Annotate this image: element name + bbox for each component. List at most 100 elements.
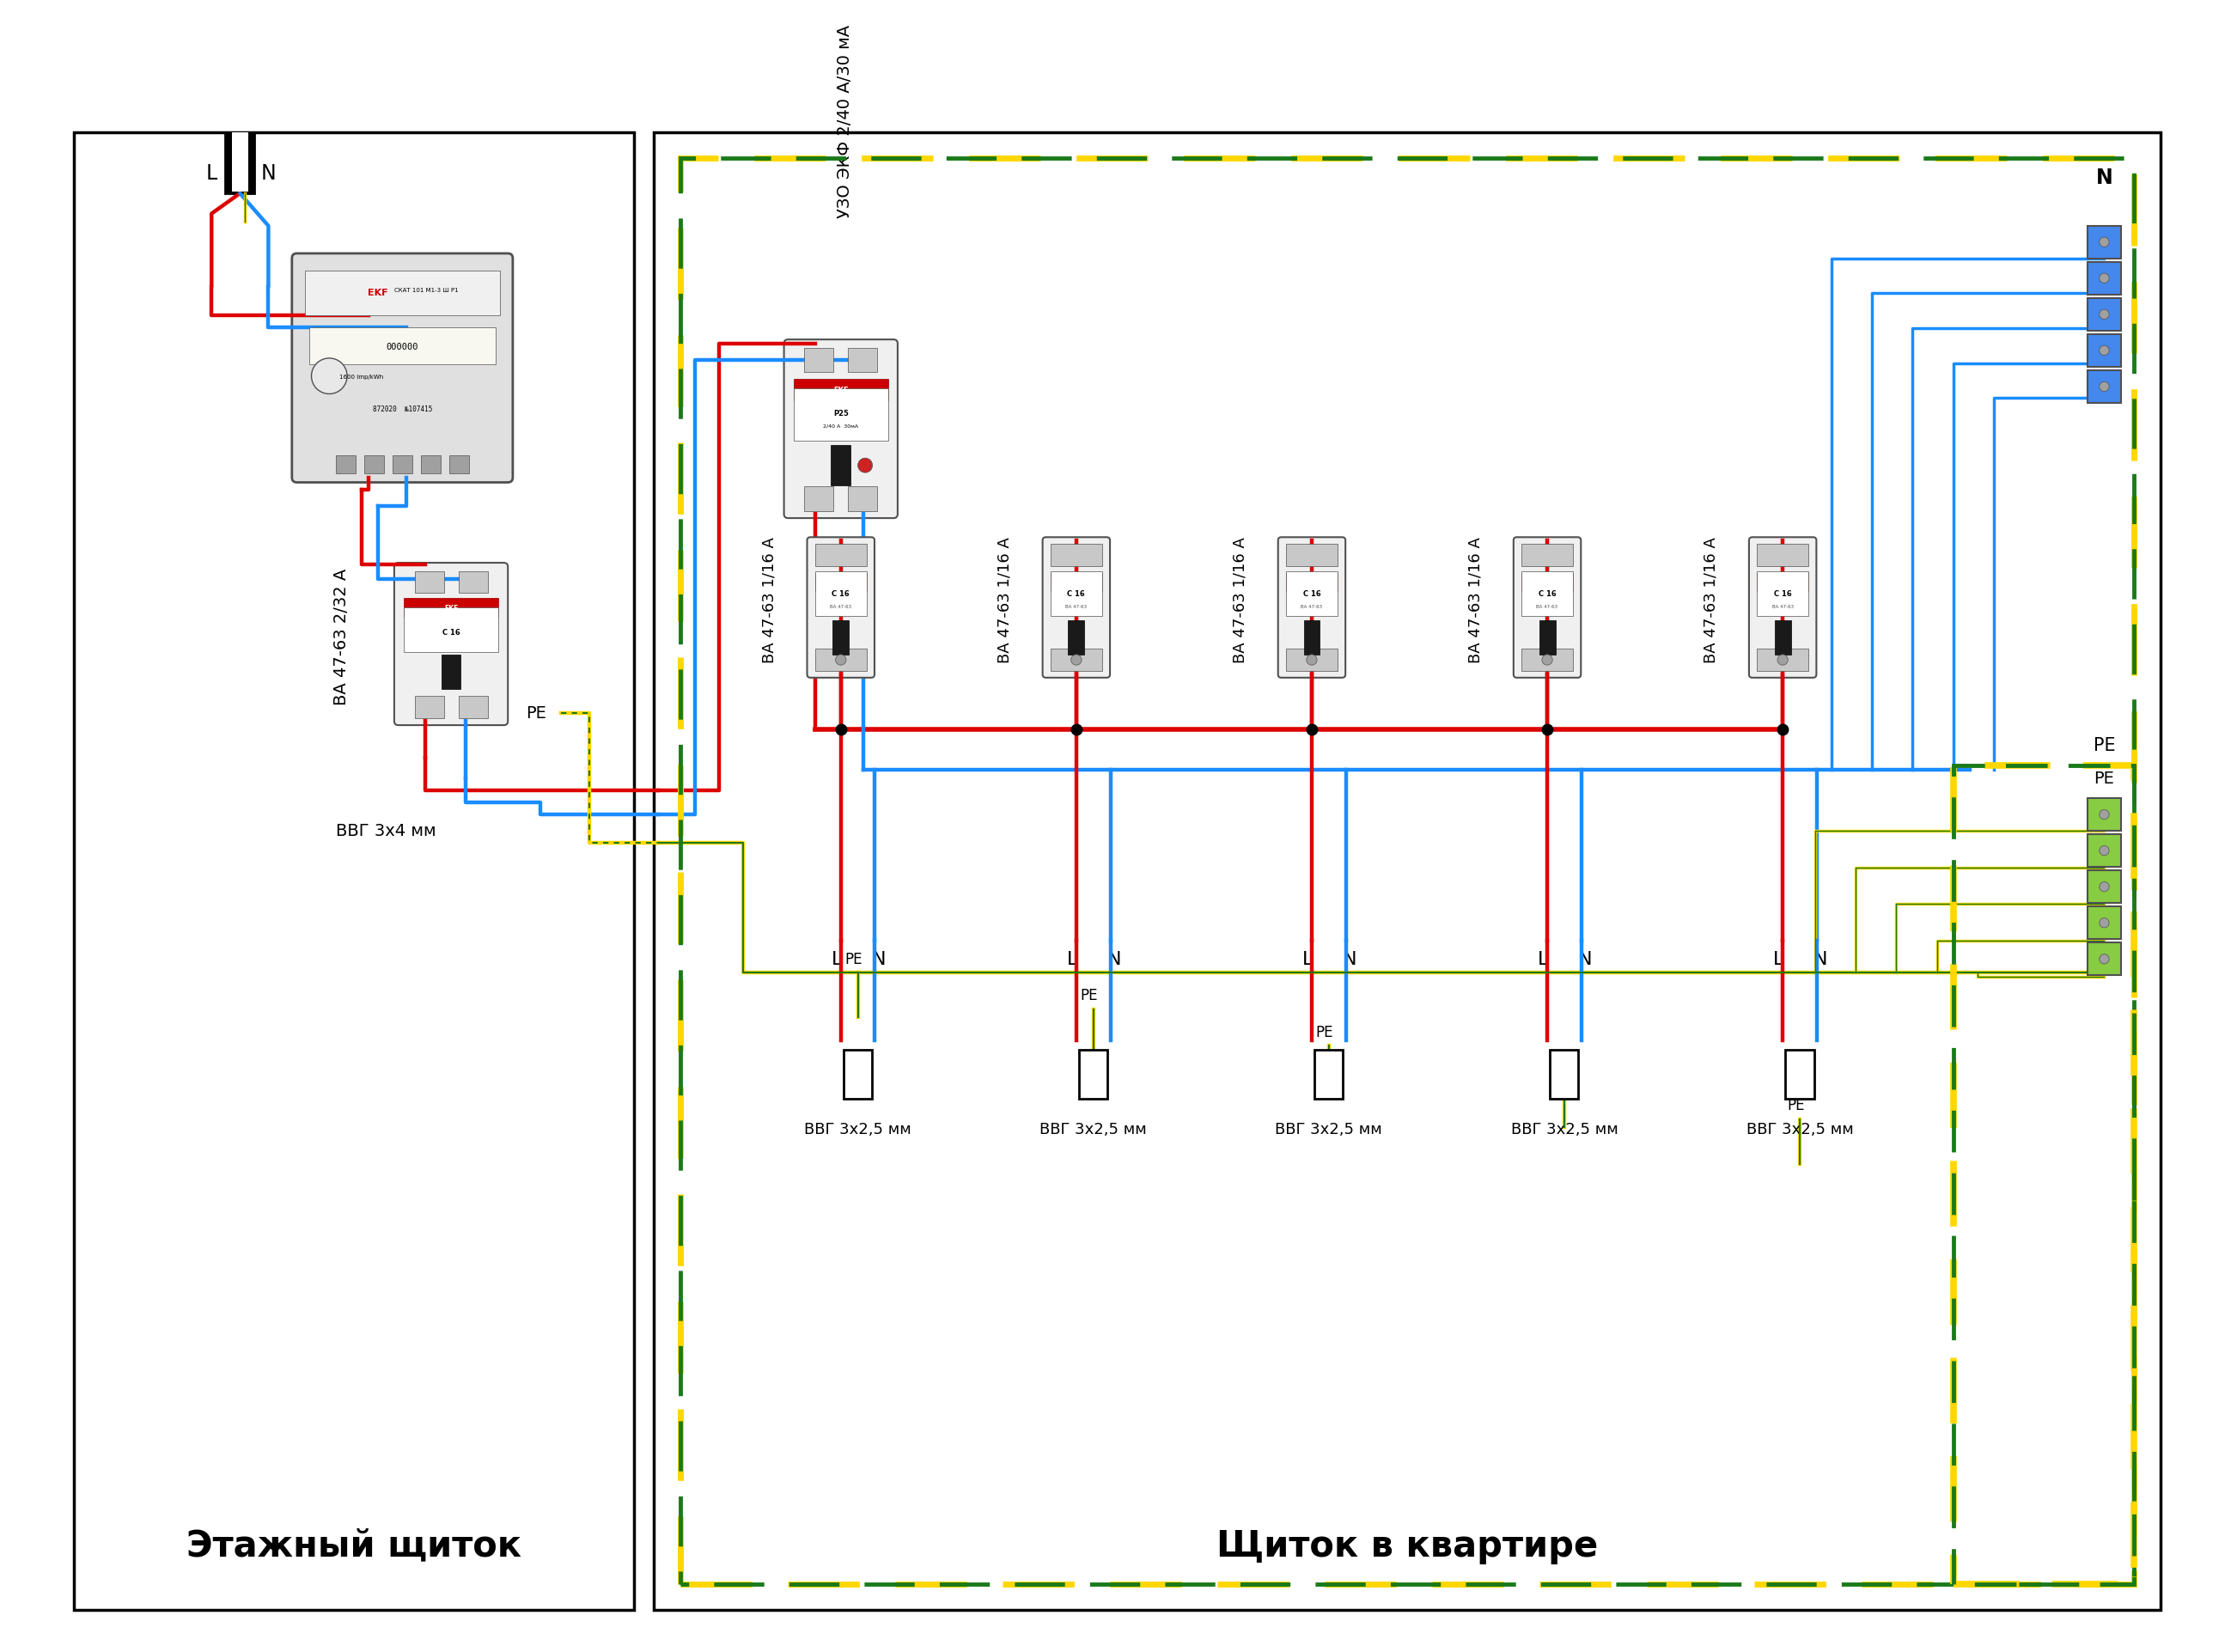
Text: 872020  №107415: 872020 №107415 xyxy=(374,405,432,413)
Text: L: L xyxy=(1537,950,1548,968)
Text: L: L xyxy=(206,164,217,183)
Bar xyxy=(336,456,356,474)
Text: PE: PE xyxy=(846,952,863,966)
Bar xyxy=(805,487,834,512)
Circle shape xyxy=(857,459,872,472)
Bar xyxy=(1521,544,1573,567)
Text: ВА 47-63: ВА 47-63 xyxy=(1302,605,1322,608)
Bar xyxy=(1286,649,1338,672)
Bar xyxy=(2087,299,2121,330)
Text: Щиток в квартире: Щиток в квартире xyxy=(1217,1526,1597,1563)
Text: L: L xyxy=(832,950,841,968)
Text: N: N xyxy=(1107,950,1121,968)
Bar xyxy=(414,697,443,719)
Text: 000000: 000000 xyxy=(387,342,418,350)
Circle shape xyxy=(837,656,846,666)
Bar xyxy=(1774,621,1792,656)
Text: C 16: C 16 xyxy=(1774,590,1792,598)
Text: L: L xyxy=(1302,950,1313,968)
Text: EKF: EKF xyxy=(443,605,459,611)
Circle shape xyxy=(1778,656,1787,666)
Bar xyxy=(441,656,461,689)
Circle shape xyxy=(2098,238,2109,248)
Bar xyxy=(1550,1051,1579,1099)
Text: C 16: C 16 xyxy=(1067,590,1085,598)
Bar xyxy=(680,159,2134,1584)
Circle shape xyxy=(1306,656,1318,666)
Text: 2/40 А  30мА: 2/40 А 30мА xyxy=(823,425,859,428)
Bar xyxy=(2087,263,2121,296)
Text: P25: P25 xyxy=(832,410,848,416)
Text: EKF: EKF xyxy=(1306,580,1318,585)
Text: ВВГ 3х2,5 мм: ВВГ 3х2,5 мм xyxy=(1275,1122,1382,1137)
Text: C 16: C 16 xyxy=(1539,590,1557,598)
Bar xyxy=(1315,1051,1342,1099)
Circle shape xyxy=(2098,955,2109,965)
Circle shape xyxy=(2098,809,2109,819)
Bar xyxy=(794,378,888,401)
FancyBboxPatch shape xyxy=(291,254,512,482)
Bar xyxy=(1785,1051,1814,1099)
FancyBboxPatch shape xyxy=(394,563,508,725)
Circle shape xyxy=(2098,919,2109,928)
Bar xyxy=(1078,1051,1107,1099)
Bar xyxy=(450,456,470,474)
Bar xyxy=(1051,649,1103,672)
Text: PE: PE xyxy=(1552,1061,1568,1075)
Text: PE: PE xyxy=(1080,988,1098,1003)
Text: ВА 47-63 1/16 А: ВА 47-63 1/16 А xyxy=(1467,537,1483,662)
Text: ВА 47-63: ВА 47-63 xyxy=(1537,605,1557,608)
Bar xyxy=(814,649,866,672)
Text: ВВГ 3х4 мм: ВВГ 3х4 мм xyxy=(336,823,436,839)
Bar xyxy=(843,1051,872,1099)
Bar xyxy=(1521,572,1573,616)
Text: C 16: C 16 xyxy=(1302,590,1320,598)
Text: N: N xyxy=(2096,167,2112,188)
Text: ВА 47-63 1/16 А: ВА 47-63 1/16 А xyxy=(761,537,776,662)
Text: ВА 47-63: ВА 47-63 xyxy=(1772,605,1794,608)
Bar xyxy=(2087,871,2121,904)
Bar xyxy=(814,572,866,616)
Bar xyxy=(1953,767,2134,1584)
Bar xyxy=(1756,649,1807,672)
Bar xyxy=(1756,573,1807,591)
Circle shape xyxy=(2098,274,2109,284)
Bar xyxy=(365,456,385,474)
Bar xyxy=(394,456,412,474)
Bar xyxy=(233,134,248,192)
Text: ВВГ 3х2,5 мм: ВВГ 3х2,5 мм xyxy=(1510,1122,1617,1137)
Text: Этажный щиток: Этажный щиток xyxy=(186,1526,521,1563)
Circle shape xyxy=(2098,846,2109,856)
Text: PE: PE xyxy=(1315,1024,1333,1039)
Circle shape xyxy=(2098,347,2109,355)
Text: C 16: C 16 xyxy=(832,590,850,598)
Bar xyxy=(309,329,497,365)
Bar xyxy=(74,134,633,1611)
Text: N: N xyxy=(1814,950,1828,968)
Text: EKF: EKF xyxy=(1069,580,1083,585)
Bar xyxy=(794,388,888,441)
Text: N: N xyxy=(262,164,275,183)
Text: ВА 47-63: ВА 47-63 xyxy=(1065,605,1087,608)
Text: EKF: EKF xyxy=(834,580,848,585)
FancyBboxPatch shape xyxy=(808,539,875,679)
Circle shape xyxy=(2098,382,2109,392)
Text: СКАТ 101 М1-3 Ш Р1: СКАТ 101 М1-3 Ш Р1 xyxy=(394,287,459,292)
FancyBboxPatch shape xyxy=(783,340,897,519)
Bar xyxy=(653,134,2161,1611)
Circle shape xyxy=(1072,656,1080,666)
Circle shape xyxy=(2098,311,2109,320)
Bar xyxy=(814,544,866,567)
Bar xyxy=(459,697,488,719)
Bar xyxy=(1051,572,1103,616)
Text: L: L xyxy=(1774,950,1783,968)
Bar xyxy=(2087,335,2121,367)
Text: EKF: EKF xyxy=(1776,580,1790,585)
Bar xyxy=(405,598,499,618)
Bar xyxy=(304,271,499,316)
Bar xyxy=(2087,226,2121,259)
Text: ВВГ 3х2,5 мм: ВВГ 3х2,5 мм xyxy=(1747,1122,1852,1137)
Bar xyxy=(1521,649,1573,672)
Text: C 16: C 16 xyxy=(443,628,461,636)
Bar xyxy=(848,487,877,512)
